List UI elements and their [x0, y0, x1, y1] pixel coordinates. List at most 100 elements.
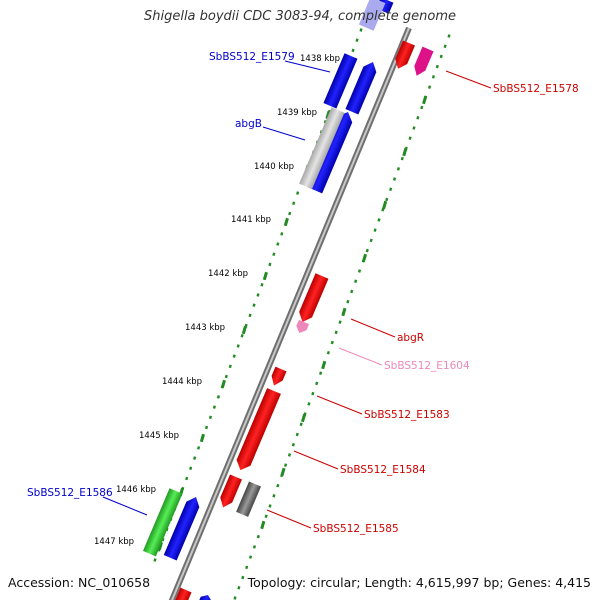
gene-sbbs512-e1586[interactable]: [142, 488, 183, 557]
gene-label[interactable]: SbBS512_E1583: [364, 409, 450, 421]
gene-sbbs512-e1585-b-shape[interactable]: [236, 481, 261, 517]
tick-label: 1442 kbp: [208, 269, 248, 279]
ring-dot: [241, 575, 245, 580]
gene-sbbs512-e1584[interactable]: [233, 388, 281, 473]
gene-label[interactable]: SbBS512_E1604: [384, 360, 470, 372]
ring-dot: [443, 44, 447, 48]
tick-label: 1444 kbp: [162, 377, 202, 387]
gene-bottom-red[interactable]: [175, 587, 192, 600]
gene-abgr[interactable]: [296, 273, 329, 324]
gene-sbbs512-e1604[interactable]: [294, 319, 310, 335]
gene-sbbs512-e1578-a[interactable]: [392, 40, 415, 71]
ring-tick: [402, 147, 408, 157]
genome-summary-text: Topology: circular; Length: 4,615,997 bp…: [247, 575, 591, 590]
gene-bottom-blue[interactable]: [198, 593, 214, 600]
gene-sbbs512-e1604-shape[interactable]: [294, 319, 310, 335]
gene-sbbs512-e1578-b-shape[interactable]: [411, 46, 434, 78]
ring-tick: [361, 253, 368, 263]
ring-dot: [288, 211, 292, 216]
gene-abgb-grey[interactable]: [299, 107, 345, 190]
tick-label: 1447 kbp: [94, 537, 134, 547]
ring-tick: [382, 200, 388, 210]
ring-dot: [400, 156, 404, 161]
gene-sbbs512-e1579-b-shape[interactable]: [345, 59, 379, 115]
ring-dot: [272, 252, 276, 257]
gene-label[interactable]: SbBS512_E1585: [313, 523, 399, 535]
label-leader-line: [350, 318, 396, 338]
gene-sbbs512-e1585-a-shape[interactable]: [217, 474, 242, 509]
gene-sbbs512-e1578-a-shape[interactable]: [392, 40, 415, 71]
ring-dot: [431, 75, 436, 79]
tick-label: 1439 kbp: [277, 108, 317, 118]
ring-dot: [420, 105, 424, 110]
gene-top-bar-a[interactable]: [358, 0, 386, 31]
ring-dot: [338, 320, 342, 324]
ring-dot: [256, 534, 260, 539]
accession-text: Accession: NC_010658: [8, 575, 151, 590]
ring-dot: [412, 126, 416, 130]
gene-bottom-red-shape[interactable]: [175, 587, 192, 600]
ring-dot: [385, 197, 389, 202]
gene-label[interactable]: SbBS512_E1586: [27, 487, 113, 499]
ring-tick: [341, 307, 347, 317]
ring-dot: [311, 391, 315, 396]
ring-dot: [315, 381, 319, 386]
tick-label: 1438 kbp: [300, 54, 340, 64]
gene-sbbs512-e1579-a-shape[interactable]: [323, 53, 358, 109]
ring-dot: [439, 54, 443, 59]
gene-sbbs512-e1585-b[interactable]: [236, 481, 261, 517]
gene-sbbs512-e1586-b[interactable]: [163, 494, 203, 561]
ring-dot: [435, 64, 439, 69]
gene-sbbs512-e1579-b[interactable]: [345, 59, 379, 115]
tick-label: 1443 kbp: [185, 323, 225, 333]
gene-sbbs512-e1586-shape[interactable]: [142, 488, 183, 557]
ring-dot: [208, 415, 213, 420]
ring-dot: [354, 279, 358, 284]
ring-dot: [212, 405, 216, 409]
gene-label[interactable]: abgB: [235, 118, 262, 130]
ring-tick: [283, 217, 289, 227]
gene-sbbs512-e1586-b-shape[interactable]: [163, 494, 203, 561]
ring-dot: [396, 167, 400, 171]
ring-dot: [245, 565, 249, 570]
gene-abgb-grey-shape[interactable]: [299, 107, 345, 190]
gene-label[interactable]: SbBS512_E1584: [340, 464, 426, 476]
gene-abgr-shape[interactable]: [296, 273, 329, 324]
gene-sbbs512-e1584-shape[interactable]: [233, 388, 281, 473]
ring-dot: [284, 463, 288, 467]
ring-dot: [291, 442, 295, 447]
gene-label[interactable]: abgR: [397, 332, 424, 344]
ring-dot: [276, 242, 280, 246]
gene-sbbs512-e1583[interactable]: [268, 366, 287, 388]
gene-top-bar-a-shape[interactable]: [358, 0, 386, 31]
gene-sbbs512-e1579-a[interactable]: [323, 53, 358, 109]
ring-dot: [408, 136, 412, 140]
ring-dot: [248, 555, 253, 559]
ring-dot: [416, 115, 420, 120]
ring-dot: [153, 558, 157, 562]
ring-dot: [287, 453, 292, 457]
ring-dot: [280, 232, 284, 236]
gene-sbbs512-e1583-shape[interactable]: [268, 366, 287, 388]
backbone-highlight: [170, 27, 410, 600]
ring-dot: [377, 218, 381, 222]
ring-dot: [319, 371, 323, 375]
ring-dot: [296, 191, 300, 195]
label-leader-line: [293, 450, 339, 470]
gene-label[interactable]: SbBS512_E1578: [493, 83, 579, 95]
label-leader-line: [284, 60, 331, 73]
gene-sbbs512-e1585-a[interactable]: [217, 474, 242, 509]
ring-dot: [237, 586, 241, 590]
ring-tick: [260, 520, 266, 530]
ring-dot: [292, 201, 296, 206]
gene-label[interactable]: SbBS512_E1579: [209, 51, 295, 63]
gene-bottom-blue-shape[interactable]: [198, 593, 214, 600]
gene-sbbs512-e1578-b[interactable]: [411, 46, 434, 78]
ring-tick: [422, 95, 428, 105]
ring-dot: [359, 28, 363, 32]
backbone: [168, 26, 412, 600]
tick-label: 1446 kbp: [116, 485, 156, 495]
label-leader-line: [445, 70, 492, 89]
ring-dot: [373, 228, 377, 232]
